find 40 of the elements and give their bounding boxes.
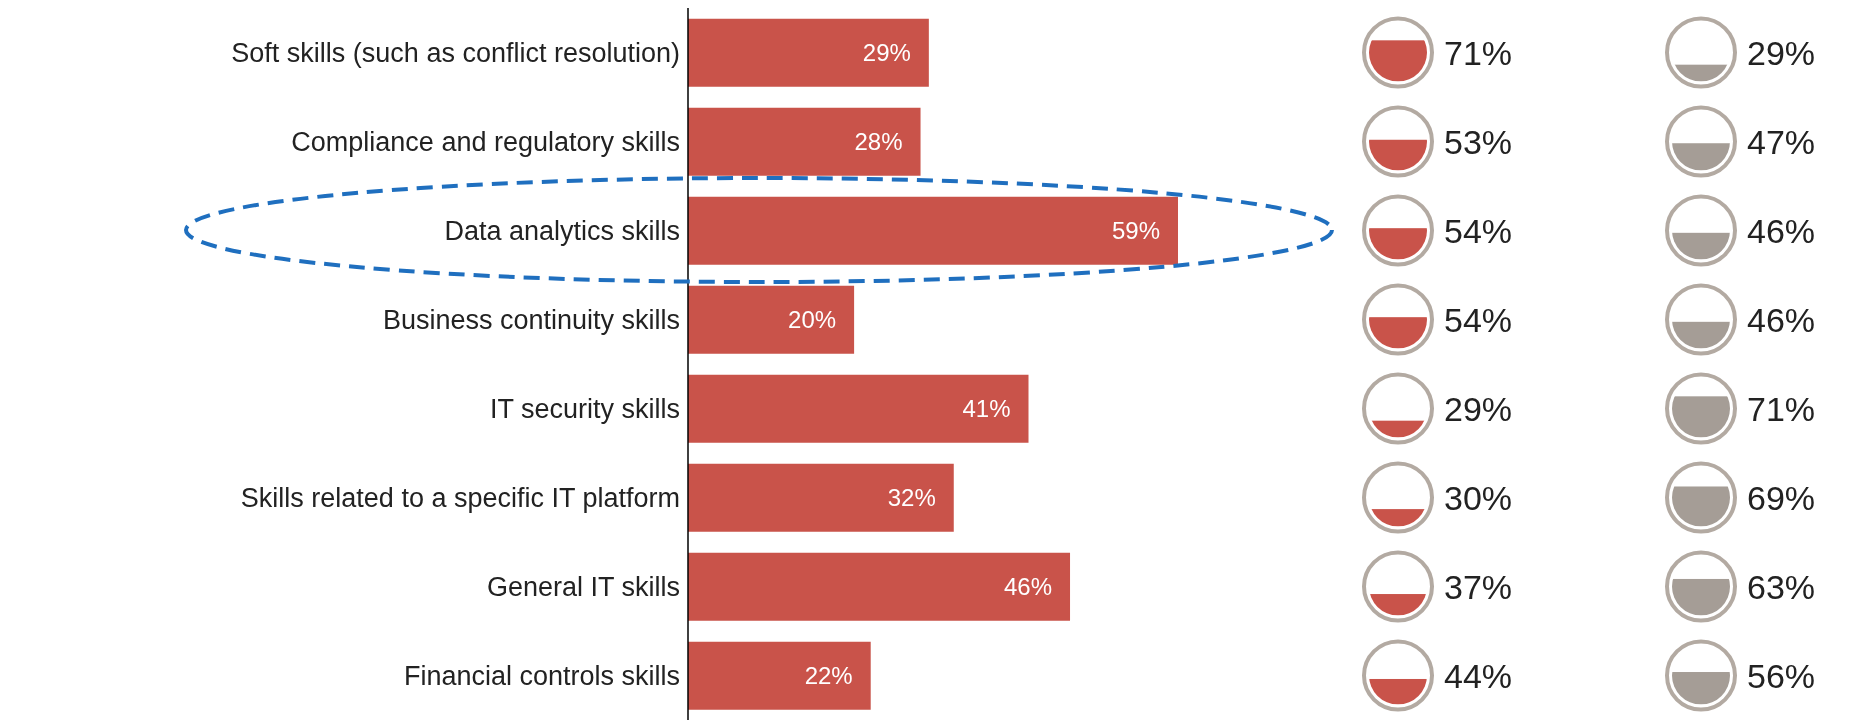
data-label: 71% [1747, 389, 1816, 428]
bar [688, 107, 921, 176]
bar [688, 641, 871, 710]
y-tick-label: General IT skills [486, 572, 680, 603]
data-label: 56% [1747, 656, 1816, 695]
y-tick-label: Financial controls skills [403, 661, 680, 692]
data-label: 46% [1747, 211, 1816, 250]
data-label: 46% [1003, 573, 1053, 601]
y-tick-label: Data analytics skills [444, 216, 680, 247]
bar [688, 285, 855, 354]
data-label: 37% [1444, 567, 1513, 606]
y-tick-label: Soft skills (such as conflict resolution) [231, 38, 680, 69]
bar [688, 552, 1071, 621]
data-label: 22% [804, 662, 853, 690]
y-tick-label: Skills related to a specific IT platform [240, 483, 680, 514]
data-label: 54% [1444, 300, 1513, 339]
data-label: 54% [1444, 211, 1513, 250]
y-tick-label: Business continuity skills [382, 305, 680, 336]
data-label: 44% [1444, 656, 1513, 695]
data-label: 30% [1444, 478, 1513, 517]
bar [688, 463, 954, 532]
y-tick-label: Compliance and regulatory skills [291, 127, 680, 158]
data-label: 46% [1747, 300, 1816, 339]
data-label: 47% [1747, 122, 1816, 161]
data-label: 28% [854, 128, 903, 156]
data-label: 59% [1111, 217, 1160, 245]
data-label: 41% [962, 395, 1011, 423]
bar [688, 18, 929, 87]
bar [688, 374, 1029, 443]
data-label: 29% [1747, 33, 1816, 72]
y-tick-label: IT security skills [489, 394, 680, 425]
data-label: 63% [1747, 567, 1816, 606]
data-label: 29% [862, 39, 911, 67]
bar [688, 196, 1178, 265]
data-label: 32% [887, 484, 936, 512]
data-label: 29% [1444, 389, 1513, 428]
data-label: 20% [788, 306, 837, 334]
data-label: 71% [1444, 33, 1513, 72]
data-label: 69% [1747, 478, 1816, 517]
data-label: 53% [1444, 122, 1513, 161]
